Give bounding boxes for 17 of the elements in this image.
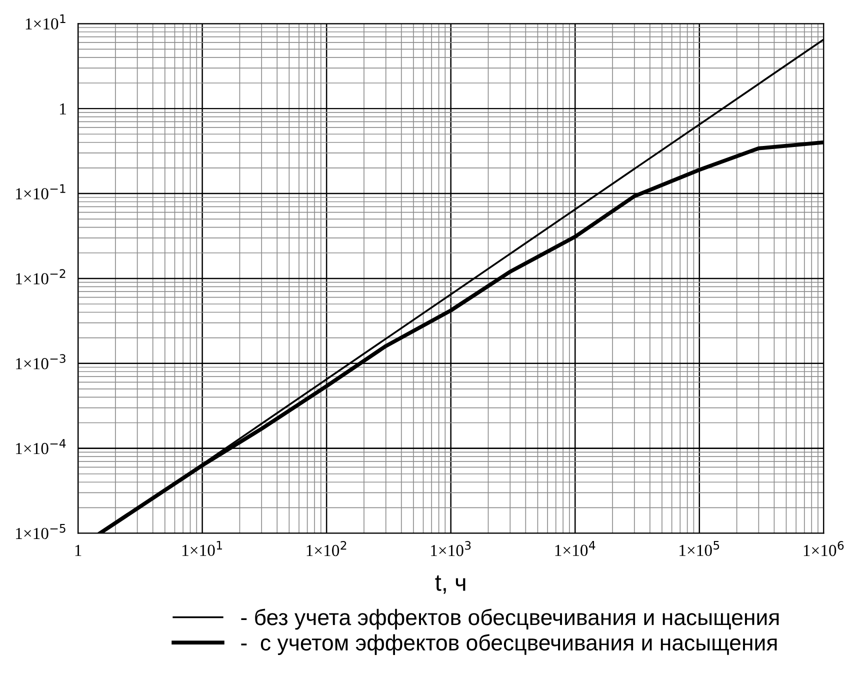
x-tick-label: 1 — [75, 544, 82, 556]
y-tick-label: 1×10$^{−2}$ — [16, 269, 66, 284]
legend-label: - без учета эффектов обесцвечивания и насыщения — [241, 608, 779, 630]
y-tick-label: 1×10$^{1}$ — [26, 14, 66, 30]
x-axis-title: t, ч — [435, 575, 466, 594]
x-tick-label: 1×10$^{1}$ — [182, 540, 222, 556]
legend-label: - с учетом эффектов обесцвечивания и насыщения — [241, 634, 777, 655]
x-tick-label: 1×10$^{5}$ — [680, 540, 720, 556]
y-tick-label: 1×10$^{−1}$ — [16, 184, 66, 200]
y-tick-label: 1×10$^{−3}$ — [16, 354, 66, 370]
y-tick-label: 1×10$^{−5}$ — [16, 524, 66, 540]
y-tick-label: 1 — [60, 103, 66, 114]
x-tick-label: 1×10$^{4}$ — [555, 540, 596, 556]
x-tick-label: 1×10$^{6}$ — [804, 540, 844, 556]
y-tick-label: 1×10$^{−4}$ — [16, 439, 66, 454]
x-tick-label: 1×10$^{2}$ — [306, 540, 346, 556]
x-tick-label: 1×10$^{3}$ — [431, 540, 471, 556]
